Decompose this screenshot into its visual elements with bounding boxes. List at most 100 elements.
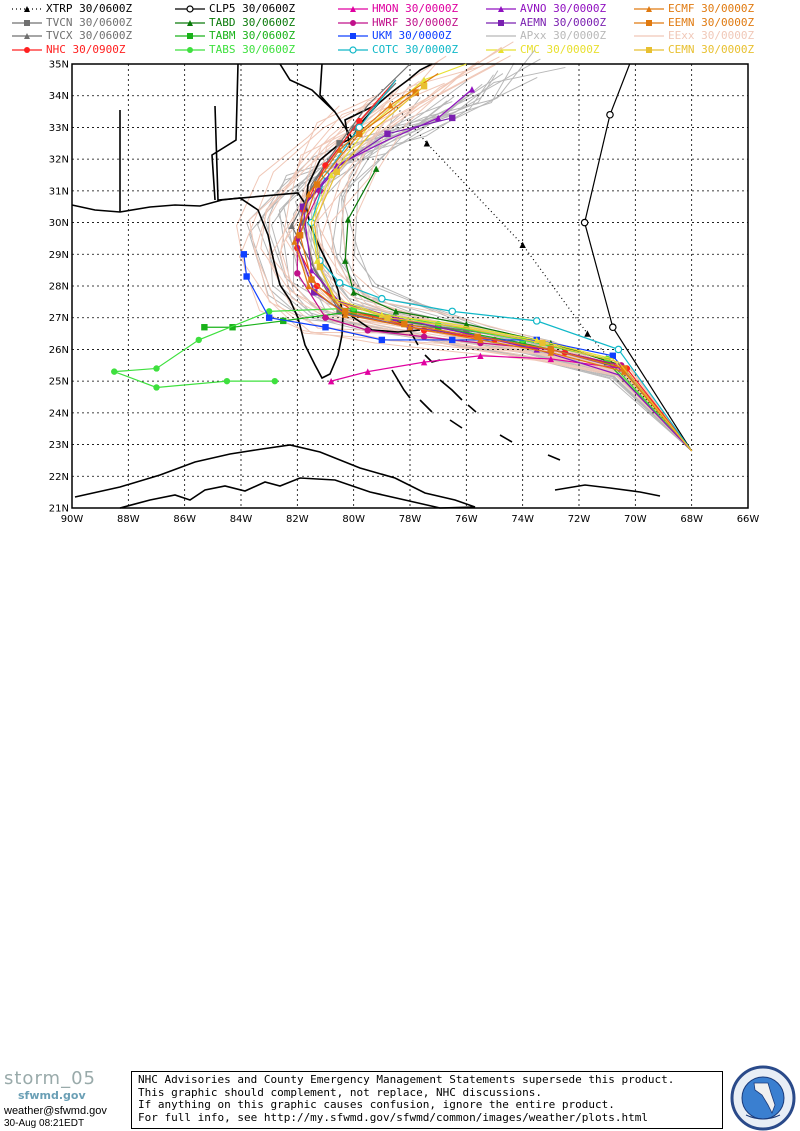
track-point [547, 346, 555, 353]
track-point [498, 19, 504, 26]
disclaimer-line: NHC Advisories and County Emergency Mana… [138, 1073, 675, 1086]
legend-swatch [634, 35, 664, 37]
legend-swatch [634, 19, 664, 26]
legend-item-tabm: TABM 30/0600Z [173, 30, 323, 43]
track-point [186, 5, 194, 13]
track-point [378, 294, 386, 303]
legend-item-aemn: AEMN 30/0000Z [484, 16, 634, 30]
track-point [336, 146, 343, 153]
track-point [313, 257, 321, 264]
track-point [373, 165, 380, 172]
track-point [344, 216, 352, 223]
legend-swatch [175, 19, 205, 26]
track-point [420, 333, 428, 340]
eemn-track [296, 89, 693, 452]
legend-label: CEMN 30/0000Z [668, 42, 755, 56]
lat-tick-label: 23N [49, 440, 69, 451]
track-point [111, 368, 118, 375]
legend-swatch [486, 6, 516, 12]
lat-tick-label: 26N [49, 345, 69, 356]
lat-tick-label: 29N [49, 250, 69, 261]
legend-label: NHC 30/0900Z [46, 42, 126, 56]
hmon-track [327, 352, 693, 452]
track-point [384, 130, 391, 137]
hispaniola-outline [554, 484, 661, 497]
lon-tick-label: 72W [568, 514, 591, 525]
lat-tick-label: 32N [49, 155, 69, 166]
eexx-member-track [297, 80, 693, 452]
track-point [646, 46, 652, 53]
disclaimer-line[interactable]: For full info, see http://my.sfwmd.gov/s… [138, 1110, 648, 1124]
lon-tick-label: 66W [737, 514, 760, 525]
legend-swatch [175, 46, 205, 53]
timestamp: 30-Aug 08:21EDT [4, 1118, 85, 1129]
legend-item-eemn: EEMN 30/0000Z [632, 15, 782, 30]
lat-tick-label: 22N [49, 472, 69, 483]
track-point [336, 140, 343, 147]
track-point [356, 130, 363, 137]
legend-swatch [12, 46, 42, 53]
legend-label: XTRP 30/0600Z [46, 2, 133, 15]
legend-item-nhc: NHC 30/0900Z [10, 42, 160, 57]
track-point [291, 238, 298, 245]
lon-tick-label: 86W [173, 514, 196, 525]
track-point [265, 308, 273, 315]
track-point [201, 324, 208, 331]
lat-tick-label: 27N [49, 313, 69, 324]
track-point [265, 314, 273, 321]
track-point [474, 333, 481, 340]
sfwmd-seal-logo [730, 1065, 796, 1131]
track-point [322, 324, 329, 331]
track-point [24, 19, 30, 26]
track-point [350, 289, 357, 296]
track-point [153, 384, 160, 391]
legend-item-hwrf: HWRF 30/0000Z [336, 16, 486, 30]
track-point [296, 232, 304, 239]
track-point [420, 83, 428, 90]
track-point [322, 314, 329, 321]
disclaimer-line: This graphic should complement, not repl… [138, 1085, 542, 1099]
track-point [532, 317, 541, 325]
track-point [333, 168, 340, 176]
lon-tick-label: 76W [455, 514, 478, 525]
track-point [356, 117, 363, 125]
legend-label: EExx 30/0000Z [668, 29, 755, 42]
lat-tick-label: 35N [49, 60, 69, 71]
legend-label: UKM 30/0000Z [372, 29, 452, 42]
ensemble-tracks [236, 41, 693, 452]
legend-swatch [175, 33, 205, 39]
legend-swatch [338, 33, 368, 39]
legend-swatch [12, 19, 42, 26]
cemn-track [313, 83, 693, 452]
track-point [350, 124, 357, 131]
lat-tick-label: 31N [49, 186, 69, 197]
track-map: 90W 88W 86W 84W 82W 80W 78W 76W 74W 72W 70W 68W 66W 2… [49, 41, 760, 525]
track-point [153, 365, 160, 372]
state-border [279, 63, 353, 139]
lon-tick-label: 78W [399, 514, 422, 525]
legend-label: EEMN 30/0000Z [668, 15, 755, 29]
contact-email[interactable]: weather@sfwmd.gov [4, 1105, 107, 1117]
lon-tick-label: 84W [230, 514, 253, 525]
legend-swatch [175, 5, 205, 13]
legend-swatch [634, 46, 664, 53]
footer: storm_05 sfwmd.gov weather@sfwmd.gov 30-… [0, 532, 800, 1131]
track-point [327, 171, 335, 179]
track-point [412, 89, 419, 96]
legend-swatch [486, 35, 516, 37]
lon-tick-label: 80W [342, 514, 365, 525]
legend-item-hmon: HMON 30/0000Z [336, 3, 486, 16]
track-point [288, 222, 295, 229]
track-point [350, 19, 356, 26]
track-point [580, 218, 589, 227]
track-point [243, 273, 250, 280]
legend-item-cotc: COTC 30/0000Z [336, 43, 486, 57]
legend-label: TVCX 30/0600Z [46, 29, 133, 42]
lat-tick-label: 24N [49, 408, 69, 419]
track-point [477, 352, 484, 359]
track-point [608, 323, 617, 332]
legend-label: TVCN 30/0600Z [46, 15, 133, 29]
track-point [364, 368, 371, 375]
track-point [406, 324, 414, 331]
track-point [327, 377, 335, 385]
